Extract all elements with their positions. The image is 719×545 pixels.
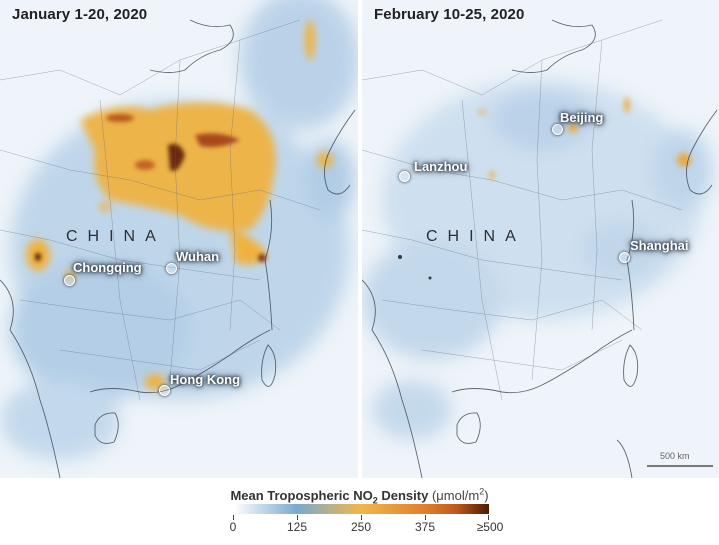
colorbar: [233, 504, 489, 514]
city-marker-chongqing: [64, 275, 75, 286]
country-label: CHINA: [66, 228, 166, 245]
city-marker-hong-kong: [159, 385, 170, 396]
legend-unit-sup: 2: [479, 487, 485, 497]
city-label-lanzhou: Lanzhou: [414, 159, 468, 174]
city-marker-shanghai: [619, 252, 630, 263]
map-panel-february: February 10-25, 2020 CHINA Beijing Lanzh…: [362, 0, 719, 478]
city-marker-wuhan: [166, 263, 177, 274]
scale-bar: [647, 465, 713, 467]
city-label-beijing: Beijing: [560, 110, 604, 125]
panel-title: January 1-20, 2020: [12, 6, 148, 23]
legend-title-subscript: 2: [372, 495, 378, 506]
no2-map-february: [362, 0, 719, 478]
tick-label-500: ≥500: [476, 520, 504, 534]
tick-375: [425, 515, 426, 520]
city-label-shanghai: Shanghai: [630, 238, 689, 253]
panel-title: February 10-25, 2020: [374, 6, 525, 23]
tick-label-125: 125: [286, 520, 308, 534]
map-panel-january: January 1-20, 2020 CHINA Chongqing Wuhan…: [0, 0, 358, 478]
tick-0: [233, 515, 234, 520]
city-label-hong-kong: Hong Kong: [170, 372, 241, 387]
tick-250: [361, 515, 362, 520]
legend-title-rest: Density: [377, 488, 429, 504]
legend-unit-suffix: ): [484, 488, 489, 504]
legend-title: Mean Tropospheric NO2 Density (μmol/m2): [0, 487, 719, 506]
no2-map-january: [0, 0, 358, 478]
legend-unit: (μmol/m2): [431, 487, 489, 504]
city-label-wuhan: Wuhan: [176, 249, 220, 264]
tick-500: [488, 515, 489, 520]
city-label-chongqing: Chongqing: [73, 260, 142, 275]
city-marker-beijing: [552, 124, 563, 135]
legend-unit-prefix: (μmol/m: [431, 488, 480, 504]
tick-label-250: 250: [350, 520, 372, 534]
scale-bar-label: 500 km: [660, 451, 690, 461]
tick-label-0: 0: [229, 520, 237, 534]
country-label: CHINA: [426, 228, 526, 245]
tick-125: [297, 515, 298, 520]
legend-title-main: Mean Tropospheric NO: [230, 488, 373, 504]
city-marker-lanzhou: [399, 171, 410, 182]
tick-label-375: 375: [414, 520, 436, 534]
